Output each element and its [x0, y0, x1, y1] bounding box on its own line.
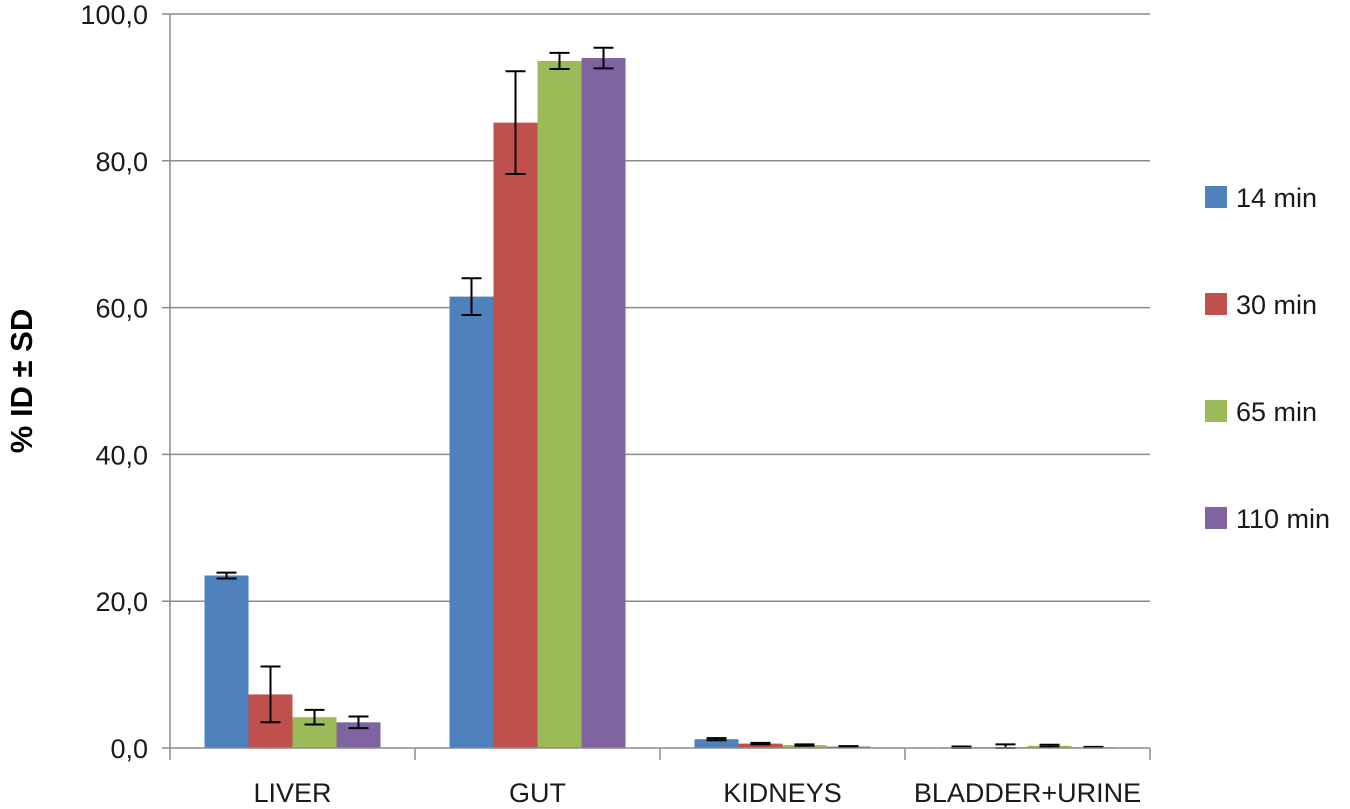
bar	[449, 296, 494, 748]
legend-swatch	[1205, 507, 1227, 529]
y-tick-label: 100,0	[80, 0, 148, 30]
error-bars	[216, 46, 1104, 749]
legend-label: 14 min	[1236, 183, 1317, 213]
gridlines	[170, 13, 1150, 602]
y-tick-label: 80,0	[95, 147, 148, 177]
legend-label: 65 min	[1236, 397, 1317, 427]
legend-swatch	[1205, 293, 1227, 315]
bar	[581, 58, 626, 749]
legend-label: 110 min	[1236, 504, 1330, 534]
y-tick-label: 40,0	[95, 440, 148, 470]
bar	[694, 739, 739, 748]
y-axis-title: % ID ± SD	[4, 309, 39, 453]
bar	[738, 743, 783, 748]
x-tick-label: GUT	[509, 778, 566, 808]
x-tick-label: BLADDER+URINE	[914, 778, 1141, 808]
legend-swatch	[1205, 186, 1227, 208]
bar	[204, 575, 249, 748]
x-tick-label: KIDNEYS	[723, 778, 842, 808]
y-tick-label: 60,0	[95, 294, 148, 324]
x-axis: LIVER GUT KIDNEYS BLADDER+URINE	[169, 747, 1151, 808]
bar	[537, 60, 582, 748]
legend-swatch	[1205, 400, 1227, 422]
y-axis: 0,0 20,0 40,0 60,0 80,0 100,0	[80, 0, 171, 764]
bar-series-group	[204, 58, 1116, 749]
y-tick-label: 20,0	[95, 587, 148, 617]
x-tick-label: LIVER	[253, 778, 331, 808]
legend: 14 min 30 min 65 min 110 min	[1205, 183, 1330, 534]
bar	[493, 122, 538, 748]
y-tick-label: 0,0	[110, 734, 148, 764]
legend-label: 30 min	[1236, 290, 1317, 320]
